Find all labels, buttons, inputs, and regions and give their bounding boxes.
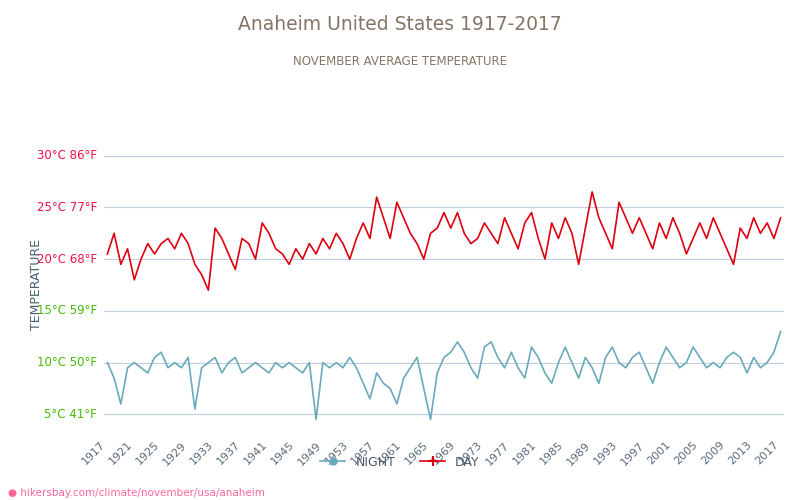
Text: 25°C 77°F: 25°C 77°F	[37, 201, 98, 214]
Text: 30°C 86°F: 30°C 86°F	[38, 149, 98, 162]
Text: 10°C 50°F: 10°C 50°F	[38, 356, 98, 369]
Legend: NIGHT, DAY: NIGHT, DAY	[315, 451, 485, 474]
Text: 15°C 59°F: 15°C 59°F	[37, 304, 98, 318]
Text: 20°C 68°F: 20°C 68°F	[37, 252, 98, 266]
Text: ● hikersbay.com/climate/november/usa/anaheim: ● hikersbay.com/climate/november/usa/ana…	[8, 488, 265, 498]
Text: Anaheim United States 1917-2017: Anaheim United States 1917-2017	[238, 15, 562, 34]
Text: 5°C 41°F: 5°C 41°F	[45, 408, 98, 421]
Text: NOVEMBER AVERAGE TEMPERATURE: NOVEMBER AVERAGE TEMPERATURE	[293, 55, 507, 68]
Text: TEMPERATURE: TEMPERATURE	[30, 240, 42, 330]
